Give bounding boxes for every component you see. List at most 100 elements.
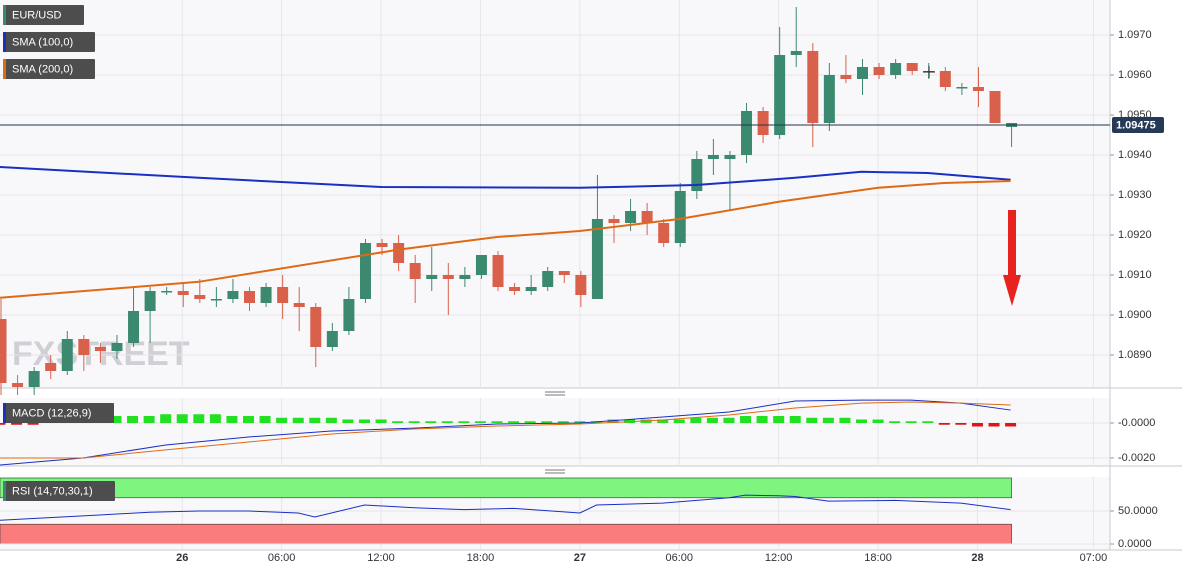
- candle-body: [28, 371, 40, 387]
- price-panel: [0, 0, 1110, 388]
- y-tick-label: 1.0890: [1118, 349, 1152, 361]
- histogram-bar: [358, 419, 370, 423]
- candle-body: [575, 275, 587, 295]
- x-tick-label: 06:00: [665, 552, 693, 564]
- histogram-bar: [922, 421, 934, 423]
- resize-handle[interactable]: [545, 391, 565, 474]
- candle-body: [442, 275, 454, 279]
- histogram-bar: [441, 421, 453, 423]
- candle-body: [260, 287, 272, 303]
- histogram-bar: [127, 416, 139, 423]
- histogram-bar: [971, 422, 983, 427]
- candle-body: [0, 319, 7, 383]
- candle-body: [956, 87, 968, 89]
- candle-body: [707, 155, 719, 159]
- histogram-bar: [259, 416, 271, 423]
- legend-swatch: [3, 32, 6, 52]
- candle-body: [774, 55, 786, 135]
- histogram-bar: [740, 416, 752, 423]
- histogram-bar: [508, 421, 520, 423]
- indicator-line: [0, 166, 1011, 189]
- histogram-bar: [657, 419, 669, 423]
- legend-box: [3, 5, 84, 25]
- histogram-bar: [309, 417, 321, 423]
- x-tick-label: 18:00: [467, 552, 495, 564]
- histogram-bar: [938, 422, 950, 425]
- histogram-bar: [822, 417, 834, 423]
- candle-body: [94, 347, 106, 351]
- candle-body: [227, 291, 239, 299]
- rsi-band: [0, 523, 1012, 545]
- y-tick-label: 1.0970: [1118, 29, 1152, 41]
- x-tick-label: 12:00: [765, 552, 793, 564]
- histogram-bar: [706, 417, 718, 423]
- legend-label: MACD (12,26,9): [12, 407, 91, 419]
- last-price-box: [1112, 117, 1164, 133]
- histogram-bar: [756, 416, 768, 423]
- legend-label: SMA (100,0): [12, 36, 73, 48]
- rsi-band: [0, 477, 1012, 499]
- indicator-line: [0, 494, 1011, 521]
- legend-swatch: [3, 59, 6, 79]
- candle-body: [873, 67, 885, 75]
- candle-body: [939, 71, 951, 87]
- histogram-bar: [806, 417, 818, 423]
- y-tick-label: -0.0020: [1118, 452, 1155, 464]
- histogram-bar: [607, 419, 619, 423]
- candle-body: [741, 111, 753, 155]
- candle-body: [906, 63, 918, 71]
- histogram-bar: [193, 414, 205, 423]
- candle-body: [674, 191, 686, 243]
- y-tick-label: 1.0900: [1118, 309, 1152, 321]
- candle-body: [840, 75, 852, 79]
- histogram-bar: [27, 422, 39, 425]
- candle-body: [525, 287, 537, 291]
- legend-box: [3, 481, 115, 501]
- candle-body: [393, 243, 405, 263]
- histogram-bar: [226, 416, 238, 423]
- candle-body: [61, 339, 73, 371]
- y-tick-label: 1.0930: [1118, 189, 1152, 201]
- histogram-bar: [176, 414, 188, 423]
- legend-label: RSI (14,70,30,1): [12, 485, 93, 497]
- histogram-bar: [839, 417, 851, 423]
- candle-body: [111, 343, 123, 351]
- legend-box: [3, 59, 95, 79]
- histogram-bar: [723, 417, 735, 423]
- candle-body: [277, 287, 289, 303]
- candle-body: [128, 311, 140, 343]
- y-tick-label: 0.0000: [1118, 538, 1152, 550]
- histogram-bar: [789, 416, 801, 423]
- candle-body: [757, 111, 769, 135]
- histogram-bar: [872, 419, 884, 423]
- histogram-bar: [392, 421, 404, 423]
- histogram-bar: [955, 422, 967, 425]
- candle-body: [426, 275, 438, 279]
- candle-body: [972, 87, 984, 91]
- histogram-bar: [110, 416, 122, 423]
- macd-panel: [0, 398, 1110, 466]
- candle-body: [691, 159, 703, 191]
- last-price-label: 1.09475: [1116, 119, 1156, 131]
- legend-box: [3, 32, 95, 52]
- candle-body: [608, 219, 620, 223]
- histogram-bar: [143, 416, 155, 423]
- candle-body: [558, 271, 570, 275]
- candle-body: [459, 275, 471, 279]
- x-tick-label: 26: [176, 552, 188, 564]
- candle-body: [12, 383, 24, 387]
- histogram-bar: [988, 422, 1000, 427]
- histogram-bar: [524, 421, 536, 423]
- candle-body: [823, 75, 835, 123]
- histogram-bar: [160, 414, 172, 423]
- histogram-bar: [541, 421, 553, 423]
- candle-body: [409, 263, 421, 279]
- candle-body: [856, 67, 868, 79]
- x-tick-label: 12:00: [367, 552, 395, 564]
- histogram-bar: [342, 419, 354, 423]
- candle-body: [244, 291, 256, 303]
- histogram-bar: [458, 421, 470, 423]
- legend-label: EUR/USD: [12, 9, 62, 21]
- x-tick-label: 27: [574, 552, 586, 564]
